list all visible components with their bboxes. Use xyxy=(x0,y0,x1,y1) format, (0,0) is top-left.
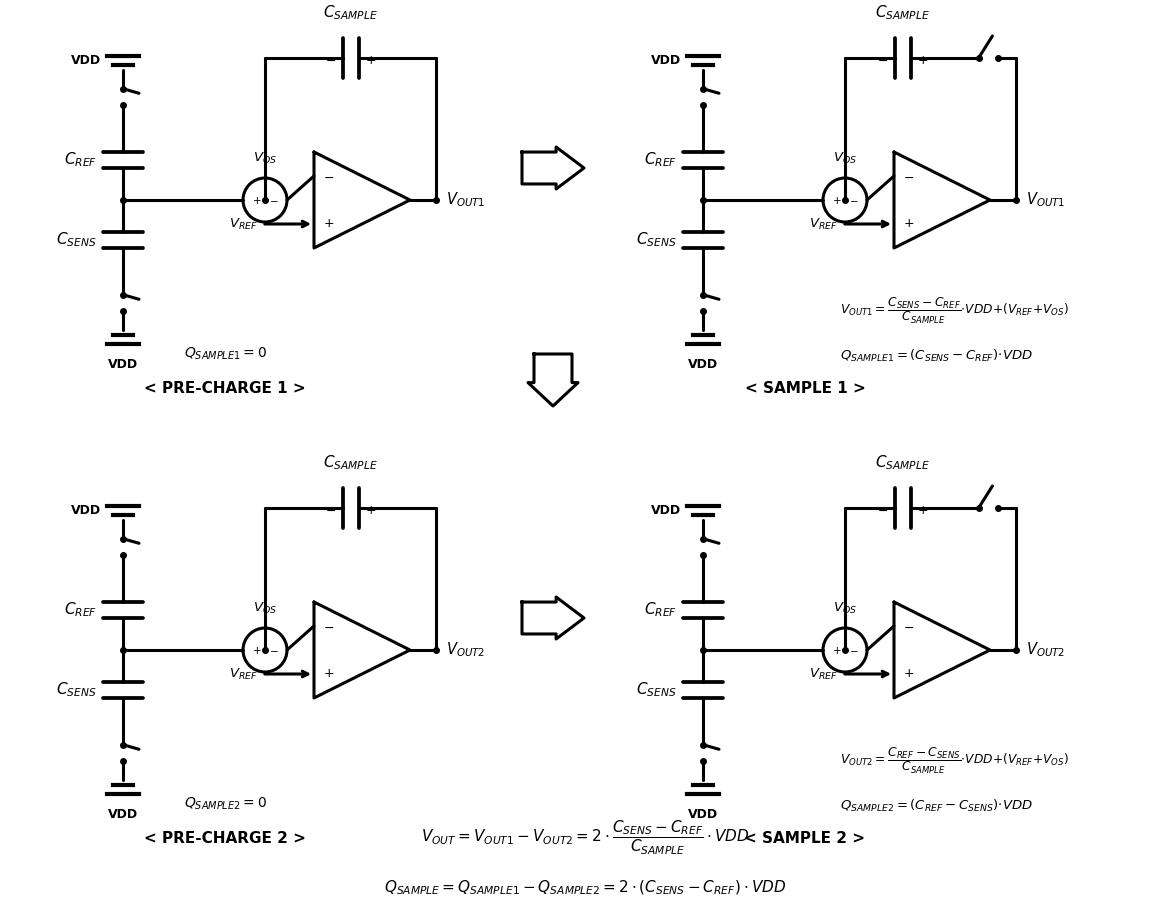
Text: $C_{SENS}$: $C_{SENS}$ xyxy=(636,681,677,699)
Text: $V_{REF}$: $V_{REF}$ xyxy=(229,666,259,682)
Text: $V_{OUT}=V_{OUT1}-V_{OUT2}=2\cdot\dfrac{C_{SENS}-C_{REF}}{C_{SAMPLE}}\cdot VDD$: $V_{OUT}=V_{OUT1}-V_{OUT2}=2\cdot\dfrac{… xyxy=(421,819,749,857)
Text: $Q_{SAMPLE}=Q_{SAMPLE1}-Q_{SAMPLE2}=2\cdot(C_{SENS}-C_{REF})\cdot VDD$: $Q_{SAMPLE}=Q_{SAMPLE1}-Q_{SAMPLE2}=2\cd… xyxy=(384,879,786,897)
Text: < PRE-CHARGE 2 >: < PRE-CHARGE 2 > xyxy=(144,831,305,846)
Text: $V_{OUT2}$: $V_{OUT2}$ xyxy=(1026,641,1065,659)
Text: $-$: $-$ xyxy=(269,645,278,655)
Text: $C_{SAMPLE}$: $C_{SAMPLE}$ xyxy=(323,4,378,22)
Text: $+$: $+$ xyxy=(917,504,929,516)
Text: < SAMPLE 2 >: < SAMPLE 2 > xyxy=(744,831,866,846)
Text: $C_{REF}$: $C_{REF}$ xyxy=(64,601,97,619)
Text: $-$: $-$ xyxy=(325,53,336,66)
Text: $C_{SENS}$: $C_{SENS}$ xyxy=(56,231,97,249)
Text: $-$: $-$ xyxy=(903,170,914,184)
Text: $Q_{SAMPLE1}{=}(C_{SENS}-C_{REF}){\cdot}VDD$: $Q_{SAMPLE1}{=}(C_{SENS}-C_{REF}){\cdot}… xyxy=(840,348,1033,364)
Text: $Q_{SAMPLE1} = 0$: $Q_{SAMPLE1} = 0$ xyxy=(184,346,267,362)
Text: $V_{OUT1}$: $V_{OUT1}$ xyxy=(1026,190,1066,210)
Text: $+$: $+$ xyxy=(253,195,262,206)
Text: $C_{SENS}$: $C_{SENS}$ xyxy=(56,681,97,699)
Text: VDD: VDD xyxy=(108,808,138,821)
Text: $C_{SAMPLE}$: $C_{SAMPLE}$ xyxy=(323,453,378,472)
Text: VDD: VDD xyxy=(651,53,681,66)
Text: $+$: $+$ xyxy=(253,644,262,655)
Polygon shape xyxy=(528,354,578,406)
Text: $-$: $-$ xyxy=(878,504,888,516)
Text: $V_{OUT1}{=}\dfrac{C_{SENS}-C_{REF}}{C_{SAMPLE}}{\cdot}VDD{+}(V_{REF}{+}V_{OS})$: $V_{OUT1}{=}\dfrac{C_{SENS}-C_{REF}}{C_{… xyxy=(840,296,1069,326)
Text: $-$: $-$ xyxy=(325,504,336,516)
Text: < SAMPLE 1 >: < SAMPLE 1 > xyxy=(744,381,866,396)
Text: $-$: $-$ xyxy=(849,195,859,205)
Text: VDD: VDD xyxy=(71,53,101,66)
Text: $+$: $+$ xyxy=(832,644,841,655)
Text: $Q_{SAMPLE2}{=}(C_{REF}-C_{SENS}){\cdot}VDD$: $Q_{SAMPLE2}{=}(C_{REF}-C_{SENS}){\cdot}… xyxy=(840,798,1033,814)
Text: $-$: $-$ xyxy=(903,620,914,633)
Text: $V_{OS}$: $V_{OS}$ xyxy=(833,601,856,616)
Text: $V_{REF}$: $V_{REF}$ xyxy=(810,217,838,232)
Text: $C_{SENS}$: $C_{SENS}$ xyxy=(636,231,677,249)
Text: $+$: $+$ xyxy=(903,217,914,230)
Text: VDD: VDD xyxy=(71,504,101,516)
Text: $V_{REF}$: $V_{REF}$ xyxy=(810,666,838,682)
Text: $V_{OUT2}{=}\dfrac{C_{REF}-C_{SENS}}{C_{SAMPLE}}{\cdot}VDD{+}(V_{REF}{+}V_{OS})$: $V_{OUT2}{=}\dfrac{C_{REF}-C_{SENS}}{C_{… xyxy=(840,746,1069,776)
Text: $+$: $+$ xyxy=(365,53,376,66)
Text: $V_{OS}$: $V_{OS}$ xyxy=(253,601,277,616)
Text: $+$: $+$ xyxy=(323,666,335,679)
Text: $+$: $+$ xyxy=(323,217,335,230)
Text: < PRE-CHARGE 1 >: < PRE-CHARGE 1 > xyxy=(144,381,305,396)
Polygon shape xyxy=(522,147,584,189)
Text: $+$: $+$ xyxy=(903,666,914,679)
Text: $V_{OUT1}$: $V_{OUT1}$ xyxy=(446,190,486,210)
Text: $V_{OUT2}$: $V_{OUT2}$ xyxy=(446,641,486,659)
Text: $V_{REF}$: $V_{REF}$ xyxy=(229,217,259,232)
Text: $V_{OS}$: $V_{OS}$ xyxy=(253,151,277,166)
Text: $C_{SAMPLE}$: $C_{SAMPLE}$ xyxy=(875,453,930,472)
Text: $-$: $-$ xyxy=(323,170,335,184)
Text: $C_{REF}$: $C_{REF}$ xyxy=(64,151,97,169)
Text: $C_{SAMPLE}$: $C_{SAMPLE}$ xyxy=(875,4,930,22)
Text: $V_{OS}$: $V_{OS}$ xyxy=(833,151,856,166)
Text: $-$: $-$ xyxy=(878,53,888,66)
Text: $+$: $+$ xyxy=(917,53,929,66)
Text: VDD: VDD xyxy=(108,358,138,371)
Text: VDD: VDD xyxy=(688,808,718,821)
Text: $-$: $-$ xyxy=(849,645,859,655)
Text: $+$: $+$ xyxy=(832,195,841,206)
Text: $-$: $-$ xyxy=(269,195,278,205)
Text: $C_{REF}$: $C_{REF}$ xyxy=(644,601,677,619)
Text: $-$: $-$ xyxy=(323,620,335,633)
Text: VDD: VDD xyxy=(651,504,681,516)
Polygon shape xyxy=(522,597,584,639)
Text: $Q_{SAMPLE2} = 0$: $Q_{SAMPLE2} = 0$ xyxy=(184,796,267,812)
Text: $+$: $+$ xyxy=(365,504,376,516)
Text: $C_{REF}$: $C_{REF}$ xyxy=(644,151,677,169)
Text: VDD: VDD xyxy=(688,358,718,371)
